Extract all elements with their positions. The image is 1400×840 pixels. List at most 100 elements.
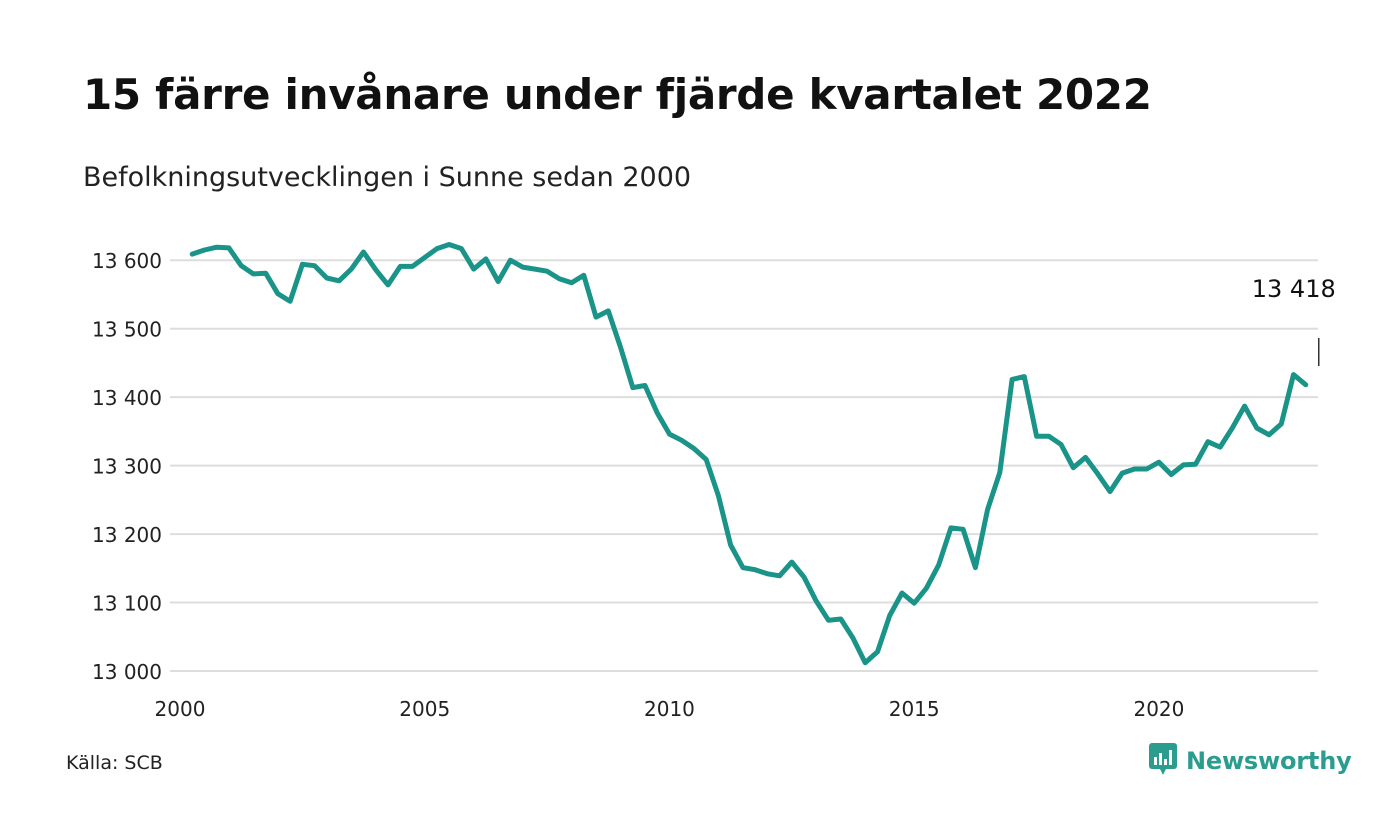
data-point (545, 269, 550, 274)
data-point (373, 267, 378, 272)
data-point (912, 601, 917, 606)
data-point (679, 438, 684, 443)
series-line (189, 242, 1309, 666)
data-point (851, 636, 856, 641)
data-point (1071, 465, 1076, 470)
data-point (1291, 372, 1296, 377)
data-point (312, 263, 317, 268)
data-point (887, 613, 892, 618)
data-point (410, 264, 415, 269)
y-axis-tick-labels: 13 000 13 100 13 200 13 300 13 400 13 500 13 6… (92, 249, 162, 684)
data-point (1303, 382, 1308, 387)
data-point (275, 291, 280, 296)
data-point (802, 575, 807, 580)
data-point (1083, 455, 1088, 460)
data-point (948, 525, 953, 530)
data-point (508, 258, 513, 263)
data-point (471, 267, 476, 272)
brand-name: Newsworthy (1186, 747, 1352, 775)
data-point (1242, 404, 1247, 409)
data-point (386, 282, 391, 287)
data-point (532, 267, 537, 272)
data-point (1046, 434, 1051, 439)
data-point (630, 385, 635, 390)
source-label: Källa: SCB (66, 752, 163, 774)
data-point (1144, 467, 1149, 472)
data-point (214, 245, 219, 250)
data-point (263, 271, 268, 276)
data-point (826, 618, 831, 623)
x-tick-label-2000: 2000 (155, 697, 206, 721)
data-point (1218, 445, 1223, 450)
data-point (202, 248, 207, 253)
data-point (1034, 434, 1039, 439)
x-tick-label-2015: 2015 (889, 697, 940, 721)
x-tick-label-2020: 2020 (1133, 697, 1184, 721)
y-tick-label-13000: 13 000 (92, 660, 162, 684)
data-point (900, 591, 905, 596)
data-point (997, 470, 1002, 475)
data-point (288, 299, 293, 304)
newsworthy-logo-icon (1148, 742, 1178, 780)
data-point (1205, 439, 1210, 444)
data-point (777, 573, 782, 578)
data-point (728, 543, 733, 548)
data-point (765, 571, 770, 576)
data-point (814, 599, 819, 604)
data-point (459, 246, 464, 251)
data-point (557, 276, 562, 281)
data-point (863, 660, 868, 665)
data-point (1059, 442, 1064, 447)
data-point (924, 586, 929, 591)
data-point (226, 245, 231, 250)
data-point (606, 308, 611, 313)
data-point (337, 278, 342, 283)
data-point (753, 567, 758, 572)
data-point (1022, 374, 1027, 379)
data-point (1279, 421, 1284, 426)
data-point (300, 262, 305, 267)
x-tick-label-2010: 2010 (644, 697, 695, 721)
data-point (1193, 462, 1198, 467)
data-point (581, 273, 586, 278)
data-point (1267, 432, 1272, 437)
data-point (435, 246, 440, 251)
data-point (1010, 377, 1015, 382)
data-point (1230, 426, 1235, 431)
data-point (875, 649, 880, 654)
brand-logo[interactable]: Newsworthy (1148, 742, 1352, 780)
data-point (447, 242, 452, 247)
y-tick-label-13600: 13 600 (92, 249, 162, 273)
data-point (1132, 467, 1137, 472)
x-tick-label-2005: 2005 (399, 697, 450, 721)
data-point (667, 432, 672, 437)
data-point (239, 263, 244, 268)
grid-lines (170, 259, 1318, 672)
data-point (936, 562, 941, 567)
y-tick-label-13500: 13 500 (92, 318, 162, 342)
y-tick-label-13200: 13 200 (92, 523, 162, 547)
data-point (1095, 471, 1100, 476)
chart-subtitle: Befolkningsutvecklingen i Sunne sedan 20… (83, 162, 692, 193)
data-point (1181, 462, 1186, 467)
y-tick-label-13300: 13 300 (92, 455, 162, 479)
y-tick-label-13100: 13 100 (92, 592, 162, 616)
data-point (618, 345, 623, 350)
annotation-label: 13 418 (1252, 275, 1336, 303)
data-point (838, 617, 843, 622)
data-point (691, 446, 696, 451)
data-point (740, 565, 745, 570)
data-point (1169, 472, 1174, 477)
data-point (422, 255, 427, 260)
y-tick-label-13400: 13 400 (92, 386, 162, 410)
data-point (1120, 471, 1125, 476)
data-point (789, 560, 794, 565)
data-point (251, 271, 256, 276)
data-point (398, 264, 403, 269)
data-point (973, 565, 978, 570)
data-point (1108, 489, 1113, 494)
data-point (594, 315, 599, 320)
data-point (655, 410, 660, 415)
last-value-annotation-group: 13 418 (1252, 275, 1336, 366)
